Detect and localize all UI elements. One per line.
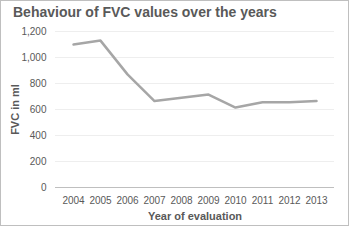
svg-text:1,000: 1,000: [21, 52, 46, 63]
svg-text:2012: 2012: [278, 195, 301, 206]
svg-text:2011: 2011: [252, 195, 274, 206]
svg-text:2005: 2005: [89, 195, 112, 206]
svg-text:800: 800: [30, 78, 47, 89]
svg-text:2010: 2010: [224, 195, 247, 206]
svg-text:0: 0: [41, 182, 47, 193]
svg-text:1,200: 1,200: [21, 26, 46, 37]
svg-text:Year of evaluation: Year of evaluation: [148, 210, 242, 222]
svg-text:200: 200: [30, 156, 47, 167]
svg-text:2006: 2006: [116, 195, 139, 206]
svg-text:400: 400: [30, 130, 47, 141]
svg-text:2004: 2004: [62, 195, 85, 206]
svg-text:2007: 2007: [143, 195, 166, 206]
svg-text:2008: 2008: [170, 195, 193, 206]
svg-text:600: 600: [30, 104, 47, 115]
svg-text:2009: 2009: [197, 195, 220, 206]
svg-text:FVC in ml: FVC in ml: [9, 84, 21, 135]
svg-text:2013: 2013: [305, 195, 328, 206]
html-text:Behaviour of FVC values over t: Behaviour of FVC values over the years: [13, 4, 277, 20]
